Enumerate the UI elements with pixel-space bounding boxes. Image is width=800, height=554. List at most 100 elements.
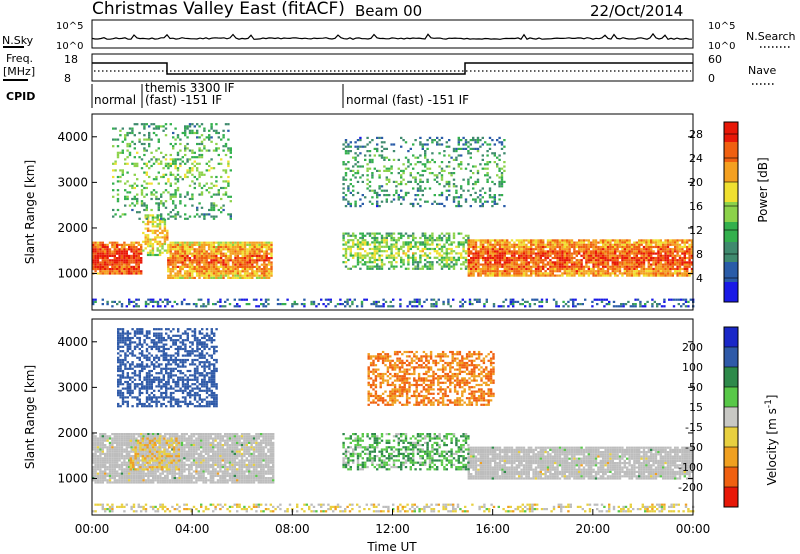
scatter-cell [156, 214, 159, 217]
scatter-cell [587, 241, 590, 244]
scatter-cell [263, 276, 266, 279]
scatter-cell [580, 250, 583, 253]
scatter-cell [554, 254, 557, 257]
scatter-cell [440, 250, 444, 253]
scatter-cell [688, 250, 691, 253]
scatter-cell [409, 174, 412, 177]
scatter-cell [368, 234, 372, 237]
scatter-cell [647, 261, 650, 264]
scatter-cell [587, 267, 590, 271]
scatter-cell [130, 246, 133, 249]
scatter-cell [556, 241, 559, 244]
scatter-cell [376, 250, 379, 253]
scatter-cell [469, 169, 472, 172]
scatter-cell [162, 217, 165, 220]
scatter-cell [224, 169, 228, 172]
scatter-cell [587, 254, 590, 257]
scatter-cell [611, 254, 614, 257]
scatter-cell [515, 243, 518, 246]
scatter-cell [666, 259, 670, 262]
scatter-cell [481, 136, 484, 139]
scatter-cell [621, 263, 624, 266]
scatter-cell [518, 270, 521, 273]
scatter-cell [521, 298, 524, 301]
scatter-cell [246, 261, 249, 264]
colorbar-segment [724, 122, 738, 143]
scatter-cell [498, 250, 502, 253]
scatter-cell [227, 180, 230, 183]
scatter-cell [221, 305, 224, 308]
scatter-cell [342, 163, 345, 166]
scatter-cell [124, 189, 127, 192]
scatter-cell [144, 242, 147, 246]
scatter-cell [126, 162, 129, 165]
scatter-cell [144, 227, 147, 230]
scatter-cell [344, 172, 348, 175]
scatter-cell [146, 238, 150, 241]
scatter-cell [590, 267, 593, 271]
scatter-cell [489, 256, 492, 260]
scatter-cell [263, 265, 266, 268]
scatter-cell [166, 298, 169, 301]
scatter-cell [498, 185, 501, 188]
scatter-cell [231, 243, 235, 246]
scatter-cell [128, 479, 131, 482]
scatter-cell [419, 241, 422, 244]
scatter-cell [94, 252, 97, 255]
scatter-cell [255, 274, 259, 277]
scatter-cell [404, 141, 408, 144]
scatter-cell [397, 198, 400, 201]
scatter-cell [92, 261, 95, 264]
scatter-cell [659, 274, 662, 277]
scatter-cell [106, 468, 109, 471]
scatter-cell [568, 270, 571, 273]
scatter-cell [212, 202, 216, 205]
scatter-cell [354, 202, 357, 205]
scatter-cell [215, 272, 218, 275]
scatter-cell [683, 243, 686, 246]
scatter-cell [534, 243, 538, 246]
scatter-cell [356, 191, 360, 194]
scatter-cell [227, 250, 230, 253]
scatter-cell [253, 272, 256, 275]
scatter-cell [339, 298, 342, 301]
scatter-cell [215, 123, 218, 126]
scatter-cell [621, 248, 624, 251]
scatter-cell [356, 154, 360, 157]
scatter-cell [143, 147, 146, 150]
scatter-cell [482, 267, 485, 271]
scatter-cell [188, 265, 192, 268]
scatter-cell [558, 274, 562, 277]
scatter-cell [676, 245, 679, 249]
scatter-cell [222, 263, 225, 266]
scatter-cell [498, 158, 501, 161]
scatter-cell [666, 245, 670, 249]
scatter-cell [263, 246, 266, 249]
scatter-cell [640, 261, 643, 264]
scatter-cell [674, 239, 677, 242]
scatter-cell [556, 270, 559, 273]
scatter-cell [215, 248, 218, 251]
scatter-cell [222, 208, 225, 212]
scatter-cell [390, 254, 393, 257]
scatter-cell [650, 270, 653, 273]
scatter-cell [597, 272, 600, 275]
scatter-cell [520, 267, 523, 271]
scatter-cell [452, 183, 456, 186]
scatter-cell [443, 185, 446, 188]
scatter-cell [392, 298, 395, 301]
scatter-cell [654, 245, 658, 249]
scatter-cell [470, 259, 473, 262]
scatter-cell [113, 452, 116, 455]
scatter-cell [356, 263, 360, 266]
scatter-cell [515, 265, 518, 268]
scatter-cell [445, 241, 448, 244]
scatter-cell [253, 248, 256, 251]
scatter-cell [267, 274, 271, 277]
scatter-cell [120, 439, 124, 442]
scatter-cell [126, 195, 129, 198]
scatter-cell [582, 243, 586, 246]
scatter-cell [118, 452, 121, 455]
scatter-cell [160, 213, 163, 216]
scatter-cell [424, 169, 427, 172]
